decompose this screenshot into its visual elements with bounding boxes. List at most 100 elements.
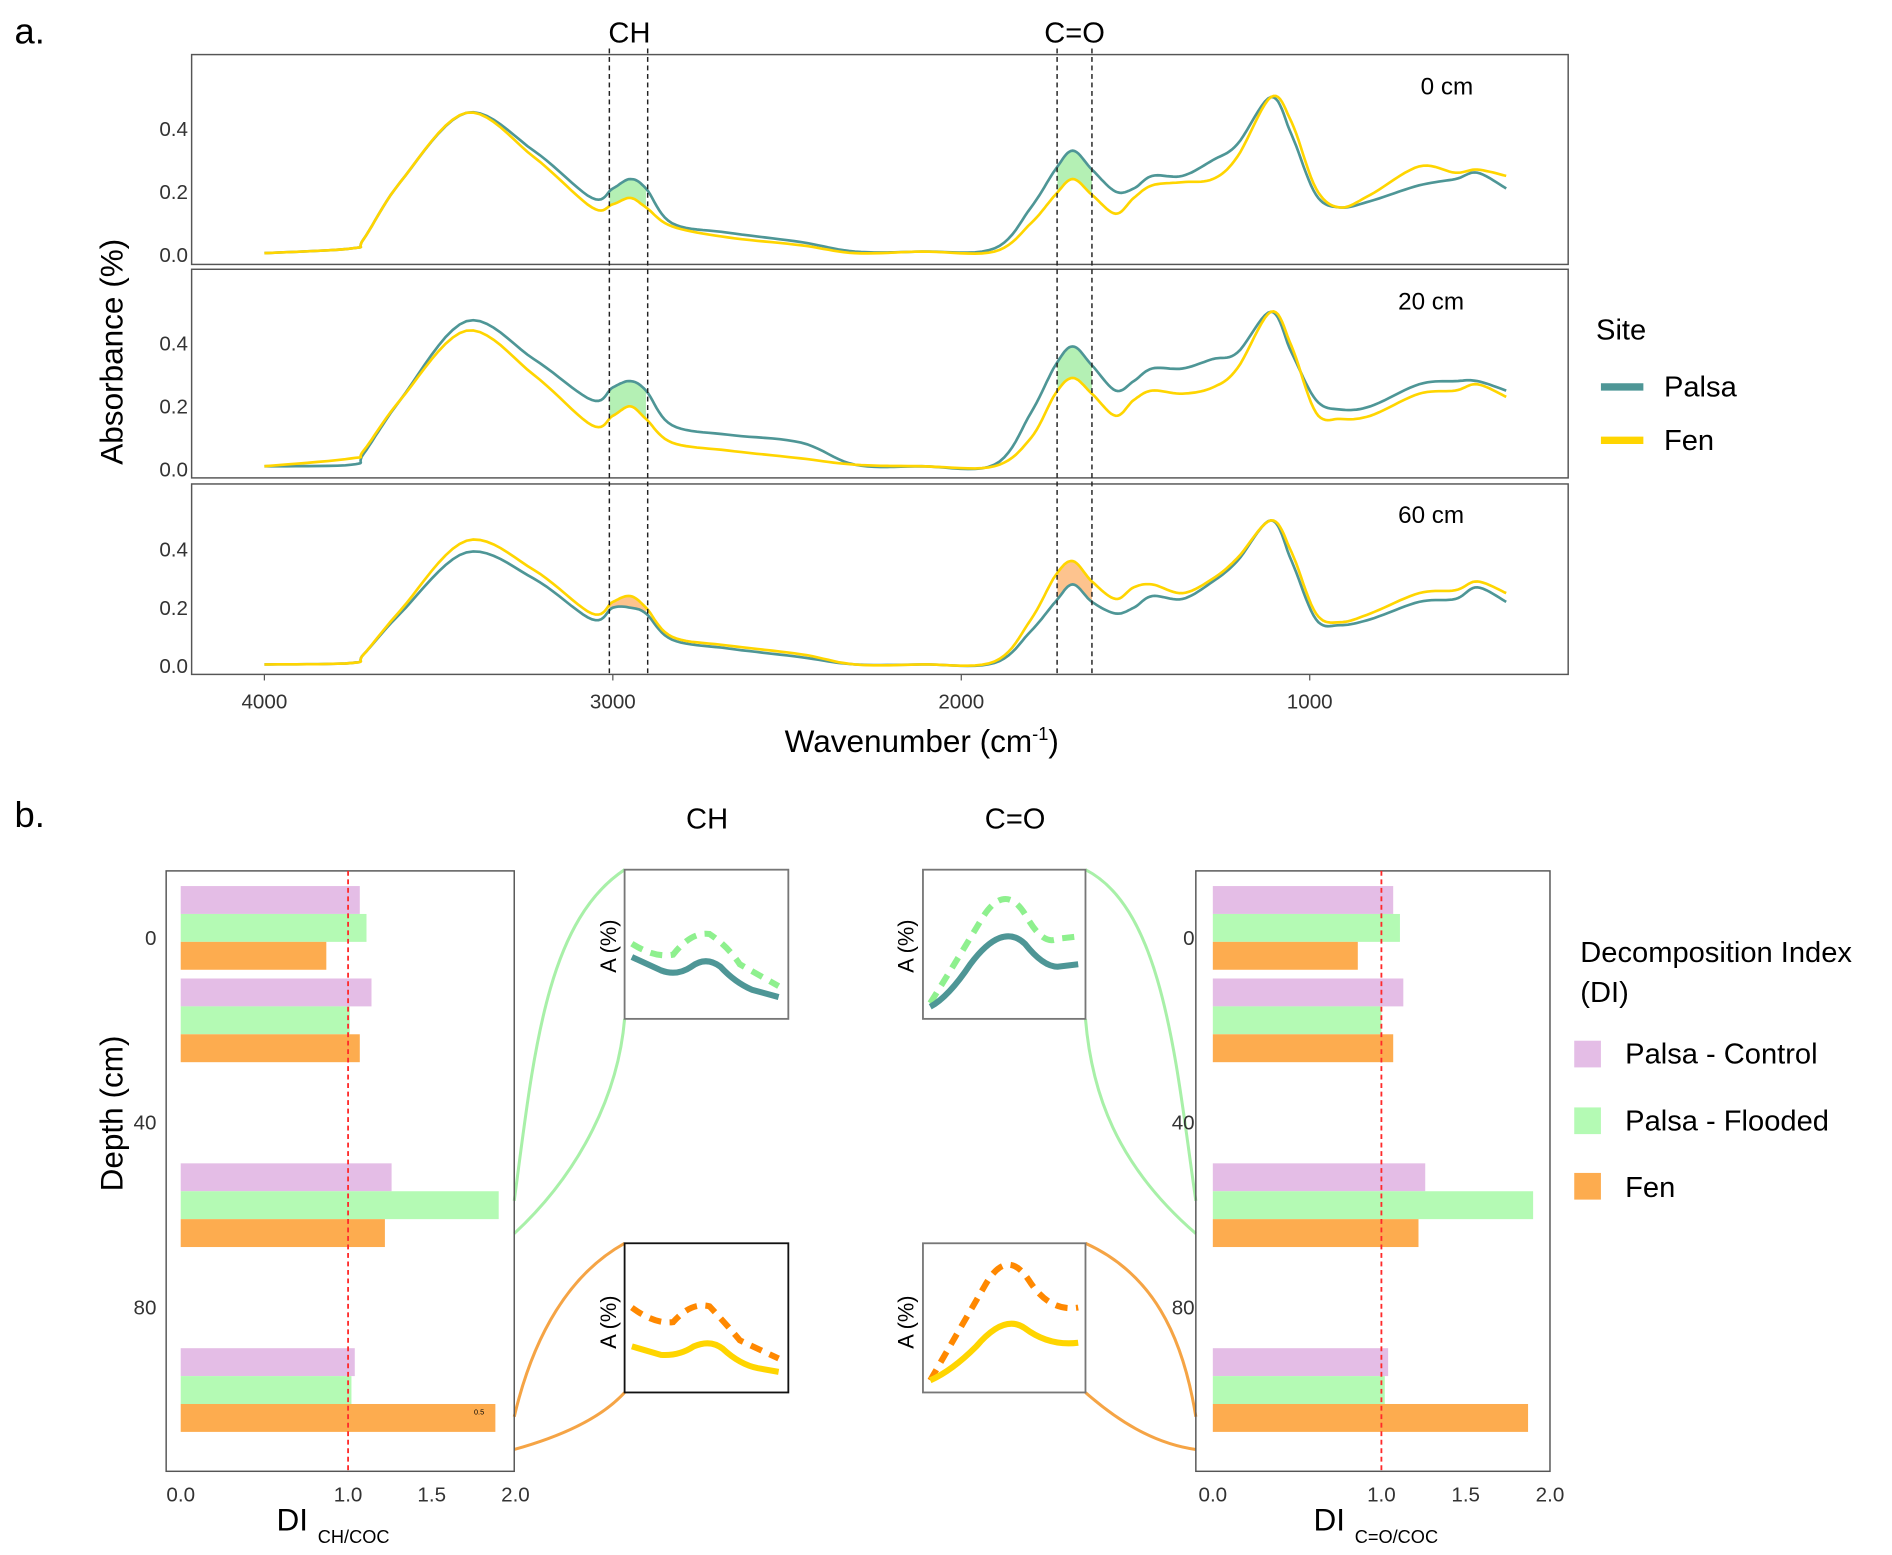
band-label-ch: CH (608, 17, 650, 49)
inset-title-ch: CH (686, 803, 728, 835)
bar-palsa-flooded (180, 1006, 350, 1035)
bar-annotation: 0.5 (474, 1407, 484, 1416)
inset-ch-flooded: A (%) (596, 868, 790, 1020)
connector-ch-fen-bottom (513, 1391, 626, 1451)
legend-label-fen-bar: Fen (1625, 1172, 1675, 1204)
connector-co-flooded-bottom (1083, 1018, 1197, 1235)
di-tick-label: 1.0 (1367, 1484, 1396, 1507)
di-co-axis-label: DI C=O/COC (1313, 1502, 1438, 1547)
inset-co-fen-curve (928, 1320, 1079, 1384)
legend-label-fen: Fen (1664, 425, 1714, 457)
bar-panel-frame (165, 870, 515, 1473)
bar-palsa-control (1212, 978, 1404, 1007)
site-legend-title: Site (1596, 315, 1646, 347)
y-tick-label: 0.4 (159, 333, 188, 356)
band-fill-co (1057, 150, 1092, 195)
spectrum-line-fen (264, 94, 1507, 255)
bar-fen (1212, 941, 1358, 970)
x-tick-label: 1000 (1287, 690, 1333, 713)
spectrum-line-palsa (264, 518, 1507, 668)
inset-co-fen: A (%) (893, 1242, 1087, 1394)
connector-co-fen-bottom (1084, 1391, 1197, 1451)
legend-swatch-control (1574, 1040, 1601, 1068)
bar-palsa-control (1212, 1163, 1426, 1192)
di-tick-label: 1.0 (334, 1484, 363, 1507)
inset-ylabel: A (%) (596, 919, 621, 972)
x-tick-label: 3000 (590, 690, 636, 713)
spectra-chart: CH C=O Absorbance (%) Wavenumber (cm-1) … (93, 17, 1737, 759)
y-tick-label: 0.0 (159, 244, 188, 267)
inset-ch-fen-curve (631, 1340, 780, 1375)
inset-ylabel: A (%) (893, 919, 918, 972)
di-tick-label: 0.0 (166, 1484, 195, 1507)
x-tick-label: 4000 (241, 690, 287, 713)
bar-chart-ch: 0 40 80 0.0 1.0 1.5 2.0 (134, 870, 530, 1507)
inset-co-flooded: A (%) (893, 868, 1087, 1020)
bar-palsa-control (1212, 886, 1394, 914)
di-tick-label: 2.0 (1536, 1484, 1565, 1507)
panel-frame (190, 483, 1569, 676)
inset-ch-fen-dashed-curve (630, 1302, 780, 1362)
spectrum-line-palsa (264, 310, 1507, 471)
connector-curves (512, 868, 1198, 1451)
di-tick-label: 2.0 (501, 1484, 530, 1507)
bar-fen (180, 1403, 496, 1432)
inset-co-flooded-curve (927, 895, 1079, 1005)
y-tick-label: 0.0 (159, 655, 188, 678)
bar-chart-co: 0 40 80 0.0 1.0 1.5 2.0 (1172, 870, 1565, 1507)
inset-co-control-curve (928, 933, 1079, 1010)
depth-tick-label: 0 (145, 927, 156, 950)
bar-fen (180, 941, 327, 970)
depth-facet-label: 20 cm (1398, 288, 1464, 315)
y-tick-label: 0.4 (159, 118, 188, 141)
bar-fen (1212, 1034, 1394, 1063)
bar-palsa-control (180, 1348, 355, 1377)
bar-palsa-flooded (1212, 1006, 1382, 1035)
band-label-co: C=O (1044, 17, 1105, 49)
bar-palsa-flooded (180, 1191, 499, 1220)
legend-label-flooded: Palsa - Flooded (1625, 1105, 1829, 1137)
legend-label-control: Palsa - Control (1625, 1039, 1817, 1071)
spectra-panel: 0.0 0.2 0.4 20 cm (159, 268, 1569, 482)
bar-fen (1212, 1219, 1419, 1248)
spectra-panel: 0.0 0.2 0.4 60 cm (159, 483, 1569, 678)
bar-palsa-flooded (1212, 913, 1400, 942)
di-legend-title: Decomposition Index (1580, 937, 1852, 969)
inset-ylabel: A (%) (596, 1295, 621, 1348)
di-tick-label: 0.0 (1198, 1484, 1227, 1507)
bar-palsa-control (180, 1163, 392, 1192)
di-ch-axis-label: DI CH/COC (277, 1502, 390, 1547)
band-fill-co (1057, 346, 1092, 394)
panel-a-label: a. (15, 11, 45, 52)
legend-swatch-flooded (1574, 1107, 1601, 1135)
bar-palsa-control (180, 886, 360, 914)
bar-palsa-flooded (1212, 1191, 1534, 1220)
depth-tick-label: 0 (1183, 927, 1194, 950)
depth-tick-label: 80 (134, 1297, 157, 1320)
bar-palsa-control (1212, 1348, 1389, 1377)
y-axis-label: Absorbance (%) (93, 239, 129, 465)
depth-facet-label: 0 cm (1421, 74, 1474, 101)
spectrum-line-fen (264, 309, 1507, 470)
connector-co-fen-top (1084, 1241, 1198, 1417)
panel-frame (190, 53, 1569, 266)
panel-b-label: b. (15, 794, 45, 835)
bar-palsa-flooded (180, 1376, 352, 1404)
legend-label-palsa: Palsa (1664, 372, 1738, 404)
depth-tick-label: 40 (1172, 1112, 1195, 1135)
inset-title-co: C=O (985, 803, 1046, 835)
di-legend-title-2: (DI) (1580, 977, 1628, 1009)
connector-ch-flooded-top (512, 868, 626, 1202)
inset-co-fen-dashed-curve (927, 1261, 1079, 1382)
depth-facet-label: 60 cm (1398, 502, 1464, 529)
di-tick-label: 1.5 (417, 1484, 446, 1507)
legend-swatch-fen-bar (1574, 1172, 1601, 1200)
connector-ch-fen-top (512, 1241, 626, 1418)
bar-palsa-control (180, 978, 372, 1007)
connector-co-flooded-top (1084, 868, 1198, 1202)
spectrum-line-fen (264, 518, 1507, 668)
di-legend: Decomposition Index (DI) Palsa - Control… (1574, 937, 1852, 1204)
y-tick-label: 0.4 (159, 539, 188, 562)
depth-tick-label: 40 (134, 1112, 157, 1135)
bar-fen (180, 1219, 385, 1248)
